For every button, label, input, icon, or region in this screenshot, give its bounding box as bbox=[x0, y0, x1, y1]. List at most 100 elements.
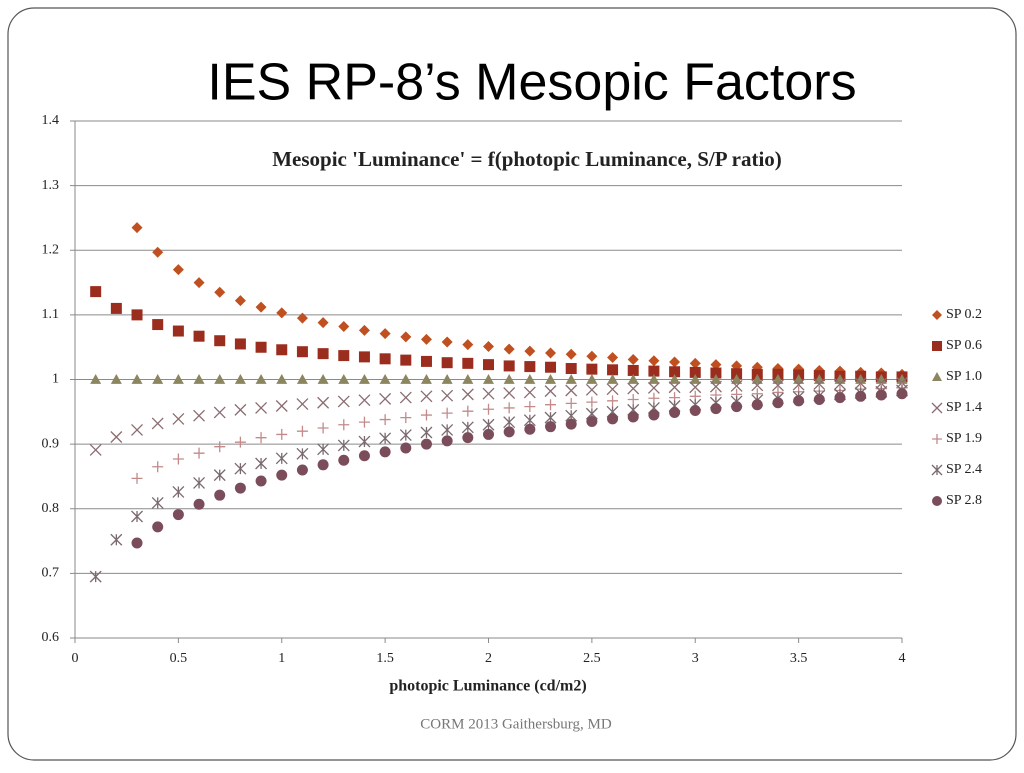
data-point bbox=[834, 392, 846, 404]
data-point bbox=[669, 406, 681, 418]
data-point bbox=[90, 374, 102, 384]
data-point bbox=[813, 378, 826, 390]
data-point bbox=[772, 397, 784, 409]
data-point bbox=[131, 537, 143, 549]
data-point bbox=[420, 355, 432, 367]
data-point bbox=[710, 367, 722, 379]
data-point bbox=[627, 411, 639, 423]
data-point bbox=[586, 363, 598, 375]
data-point bbox=[420, 409, 432, 421]
data-point bbox=[627, 353, 639, 365]
data-point bbox=[731, 374, 743, 384]
data-point bbox=[503, 343, 515, 355]
data-point bbox=[399, 391, 412, 404]
data-point bbox=[669, 366, 681, 378]
data-point bbox=[151, 496, 164, 509]
data-point bbox=[255, 374, 267, 384]
legend-label: SP 0.2 bbox=[946, 307, 982, 322]
legend-marker bbox=[932, 496, 942, 506]
data-point bbox=[151, 417, 164, 430]
data-point bbox=[813, 394, 825, 406]
data-point bbox=[338, 419, 350, 431]
data-point bbox=[462, 405, 474, 417]
legend-marker bbox=[932, 372, 942, 381]
data-point bbox=[731, 368, 743, 380]
data-point bbox=[234, 295, 246, 307]
data-point bbox=[193, 374, 205, 384]
data-point bbox=[585, 383, 598, 396]
data-point bbox=[131, 423, 143, 436]
data-point bbox=[607, 413, 619, 425]
legend-label: SP 1.9 bbox=[946, 431, 982, 446]
data-point bbox=[689, 366, 701, 378]
y-tick-label: 1 bbox=[52, 372, 59, 387]
data-point bbox=[296, 346, 308, 358]
data-point bbox=[296, 374, 308, 384]
data-point bbox=[523, 386, 536, 399]
data-point bbox=[627, 364, 639, 376]
data-point bbox=[193, 330, 205, 342]
data-point bbox=[668, 381, 681, 394]
data-point bbox=[771, 379, 784, 392]
data-point bbox=[358, 435, 371, 448]
data-point bbox=[379, 446, 391, 458]
data-point bbox=[193, 447, 205, 459]
data-point bbox=[152, 319, 164, 331]
data-point bbox=[586, 396, 598, 408]
data-point bbox=[607, 364, 619, 376]
data-point bbox=[524, 345, 536, 357]
data-point bbox=[90, 286, 102, 298]
data-point bbox=[338, 350, 350, 362]
data-point bbox=[379, 353, 391, 365]
data-point bbox=[131, 309, 143, 321]
data-point bbox=[255, 341, 267, 353]
data-point bbox=[400, 354, 412, 366]
data-point bbox=[648, 355, 660, 367]
data-point bbox=[131, 472, 143, 484]
y-tick-label: 0.8 bbox=[42, 501, 60, 516]
x-tick-label: 1.5 bbox=[376, 651, 394, 666]
data-point bbox=[461, 388, 474, 401]
data-point bbox=[110, 302, 122, 314]
data-point bbox=[730, 380, 743, 392]
data-point bbox=[358, 394, 371, 407]
data-point bbox=[420, 438, 432, 450]
data-point bbox=[338, 374, 350, 384]
x-tick-label: 2.5 bbox=[583, 651, 601, 666]
data-point bbox=[317, 396, 330, 409]
data-point bbox=[751, 379, 764, 392]
data-point bbox=[607, 374, 619, 384]
data-point bbox=[338, 321, 350, 333]
data-point bbox=[792, 378, 805, 391]
data-point bbox=[710, 359, 722, 371]
data-point bbox=[524, 361, 536, 373]
data-point bbox=[131, 222, 143, 234]
data-point bbox=[441, 357, 453, 369]
data-point bbox=[462, 339, 474, 351]
data-point bbox=[214, 374, 226, 384]
data-point bbox=[607, 395, 619, 407]
data-point bbox=[89, 570, 102, 583]
y-tick-label: 1.1 bbox=[42, 307, 60, 322]
data-point bbox=[255, 457, 268, 470]
data-point bbox=[627, 382, 640, 395]
data-point bbox=[586, 374, 598, 384]
data-point bbox=[234, 374, 246, 384]
data-point bbox=[689, 405, 701, 417]
data-point bbox=[317, 422, 329, 434]
data-point bbox=[234, 338, 246, 350]
data-point bbox=[483, 341, 494, 353]
data-point bbox=[193, 476, 206, 489]
data-point bbox=[565, 397, 577, 409]
data-point bbox=[565, 384, 578, 397]
data-point bbox=[276, 428, 288, 440]
data-point bbox=[503, 387, 516, 400]
data-point bbox=[152, 461, 164, 473]
data-point bbox=[483, 428, 494, 440]
data-point bbox=[606, 383, 619, 396]
data-point bbox=[255, 301, 267, 313]
data-point bbox=[627, 394, 639, 406]
data-point bbox=[379, 328, 391, 340]
data-point bbox=[483, 359, 494, 371]
